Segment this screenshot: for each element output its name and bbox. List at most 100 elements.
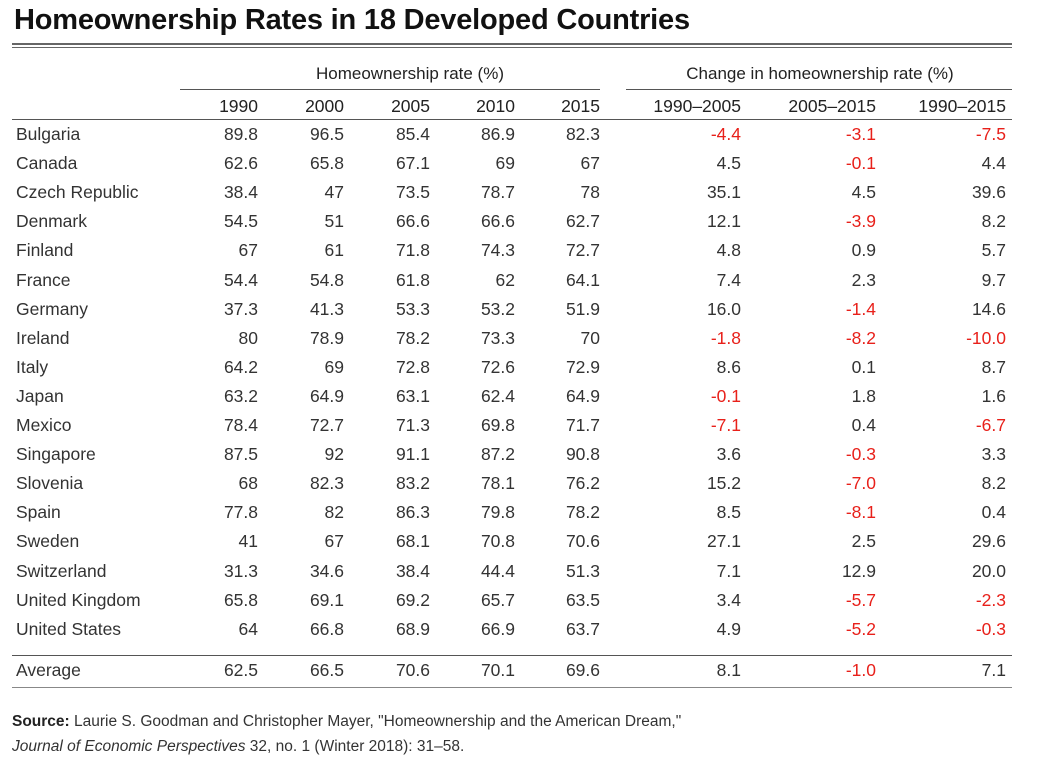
- table-bottom-rule: [12, 687, 1012, 688]
- table-cell: 7.4: [716, 269, 741, 290]
- table-cell: 80: [238, 327, 258, 348]
- row-country-label: Sweden: [16, 531, 80, 552]
- row-country-label: Czech Republic: [16, 182, 139, 203]
- column-header: 2005: [391, 96, 430, 116]
- table-cell: 1.6: [981, 385, 1006, 406]
- table-cell: 78: [580, 182, 600, 203]
- table-cell: 53.2: [480, 298, 515, 319]
- header-divider: [12, 119, 1012, 120]
- average-cell: 7.1: [981, 660, 1006, 680]
- table-title: Homeownership Rates in 18 Developed Coun…: [14, 4, 690, 36]
- table-cell: 41: [238, 531, 258, 552]
- table-cell: -2.3: [975, 589, 1006, 610]
- table-cell: 66.9: [480, 618, 515, 639]
- table-cell: 70.6: [565, 531, 600, 552]
- table-cell: 64.2: [223, 356, 258, 377]
- average-cell: 70.6: [395, 660, 430, 680]
- column-header: 2000: [305, 96, 344, 116]
- table-cell: 76.2: [565, 473, 600, 494]
- table-cell: 68.9: [395, 618, 430, 639]
- table-cell: 72.7: [565, 240, 600, 261]
- table-cell: 65.8: [309, 153, 344, 174]
- table-cell: -8.2: [845, 327, 876, 348]
- table-cell: 61.8: [395, 269, 430, 290]
- row-country-label: Ireland: [16, 327, 70, 348]
- table-cell: 8.2: [981, 473, 1006, 494]
- row-country-label: Japan: [16, 385, 64, 406]
- table-cell: -8.1: [845, 502, 876, 523]
- table-cell: -5.2: [845, 618, 876, 639]
- table-cell: 86.3: [395, 502, 430, 523]
- table-cell: -0.3: [845, 444, 876, 465]
- table-cell: -6.7: [975, 415, 1006, 435]
- source-citation-line: Journal of Economic Perspectives 32, no.…: [12, 738, 464, 756]
- table-cell: 72.8: [395, 356, 430, 377]
- source-journal: Journal of Economic Perspectives: [12, 738, 246, 755]
- table-cell: 78.2: [565, 502, 600, 523]
- table-cell: 54.5: [223, 211, 258, 232]
- table-cell: 68: [238, 473, 258, 494]
- table-cell: 82.3: [309, 473, 344, 494]
- table-cell: -7.1: [710, 415, 741, 435]
- table-cell: 63.2: [223, 385, 258, 406]
- row-country-label: United States: [16, 618, 122, 639]
- row-country-label: France: [16, 269, 71, 290]
- table-cell: 69: [495, 153, 515, 174]
- table-cell: 41.3: [309, 298, 344, 319]
- table-cell: 4.5: [716, 153, 741, 174]
- table-cell: 4.8: [716, 240, 741, 261]
- table-cell: 67: [238, 240, 258, 261]
- table-cell: 67.1: [395, 153, 430, 174]
- row-country-label: Denmark: [16, 211, 87, 232]
- table-cell: 3.6: [716, 444, 741, 465]
- column-header: 1990–2015: [918, 96, 1006, 116]
- table-cell: 31.3: [223, 560, 258, 581]
- table-cell: 3.4: [716, 589, 741, 610]
- table-cell: 68.1: [395, 531, 430, 552]
- row-country-label: United Kingdom: [16, 589, 141, 610]
- table-cell: 5.7: [981, 240, 1006, 261]
- table-cell: -0.3: [975, 618, 1006, 639]
- table-cell: 4.5: [851, 182, 876, 203]
- table-cell: -10.0: [966, 327, 1006, 348]
- table-cell: -1.4: [845, 298, 876, 319]
- table-cell: 12.1: [706, 211, 741, 232]
- table-cell: 2.3: [851, 269, 876, 290]
- table-cell: 38.4: [223, 182, 258, 203]
- table-cell: -7.5: [975, 124, 1006, 144]
- table-cell: 51.9: [565, 298, 600, 319]
- row-country-label: Switzerland: [16, 560, 107, 581]
- table-cell: 72.9: [565, 356, 600, 377]
- table-cell: 82: [324, 502, 344, 523]
- source-text: Laurie S. Goodman and Christopher Mayer,…: [74, 713, 682, 730]
- table-cell: 69.1: [309, 589, 344, 610]
- group-header-change: Change in homeownership rate (%): [686, 64, 954, 83]
- table-cell: 64: [238, 618, 258, 639]
- table-cell: -1.8: [710, 327, 741, 348]
- table-cell: -4.4: [710, 124, 741, 144]
- table-cell: 47: [324, 182, 344, 203]
- table-cell: 64.1: [565, 269, 600, 290]
- source-label: Source:: [12, 713, 70, 730]
- table-cell: 51: [324, 211, 344, 232]
- table-cell: 78.4: [223, 415, 258, 435]
- table-cell: 62.7: [565, 211, 600, 232]
- table-cell: 77.8: [223, 502, 258, 523]
- table-cell: 82.3: [565, 124, 600, 144]
- average-cell: 70.1: [480, 660, 515, 680]
- table-cell: -0.1: [845, 153, 876, 174]
- table-cell: 8.2: [981, 211, 1006, 232]
- table-cell: 78.9: [309, 327, 344, 348]
- table-cell: 2.5: [851, 531, 876, 552]
- group-header-rate-line: [180, 89, 600, 90]
- table-cell: 70.8: [480, 531, 515, 552]
- table-cell: 86.9: [480, 124, 515, 144]
- table-cell: -3.9: [845, 211, 876, 232]
- table-cell: 62: [495, 269, 515, 290]
- table-cell: 85.4: [395, 124, 430, 144]
- average-cell: 62.5: [223, 660, 258, 680]
- source-line: Source: Laurie S. Goodman and Christophe…: [12, 713, 681, 731]
- table-cell: 4.4: [981, 153, 1006, 174]
- group-header-change-line: [626, 89, 1012, 90]
- table-cell: 90.8: [565, 444, 600, 465]
